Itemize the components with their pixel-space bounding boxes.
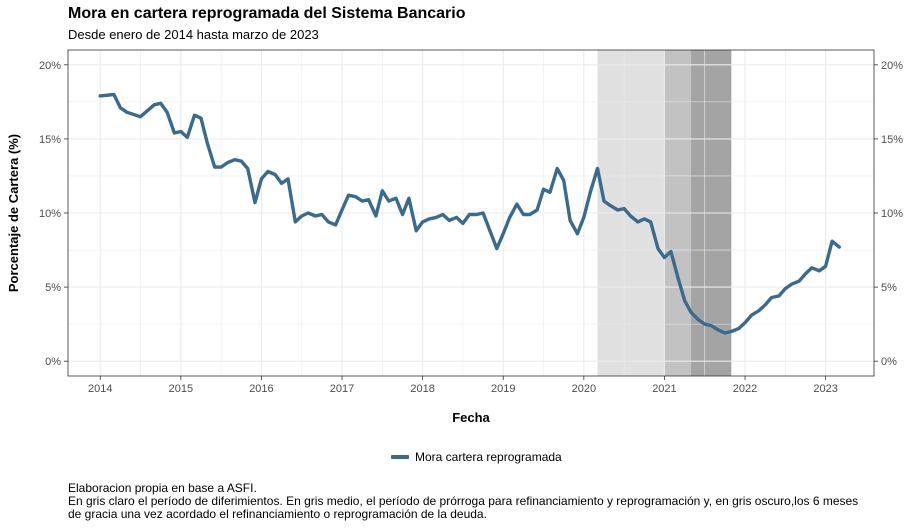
footnote-note-line1: En gris claro el período de diferimiento… <box>68 494 859 508</box>
x-tick-label: 2014 <box>88 383 112 395</box>
x-tick-label: 2015 <box>169 383 193 395</box>
y-tick-label-right: 20% <box>881 60 903 72</box>
chart-title: Mora en cartera reprogramada del Sistema… <box>68 5 466 22</box>
legend: Mora cartera reprogramada <box>391 450 562 464</box>
x-tick-label: 2017 <box>330 383 354 395</box>
y-tick-label-right: 15% <box>881 134 903 146</box>
x-tick-label: 2023 <box>813 383 837 395</box>
footnote-source: Elaboracion propia en base a ASFI. <box>68 481 257 495</box>
x-tick-label: 2020 <box>572 383 596 395</box>
footnote: Elaboracion propia en base a ASFI. En gr… <box>68 482 908 521</box>
line-chart: 2014 2015 2016 2017 2018 2019 2020 2021 2022 2023… <box>6 49 903 425</box>
legend-label: Mora cartera reprogramada <box>415 450 562 464</box>
y-tick-label: 5% <box>45 282 61 294</box>
x-tick-label: 2018 <box>410 383 434 395</box>
x-tick-label: 2021 <box>652 383 676 395</box>
y-tick-label-right: 0% <box>881 356 897 368</box>
chart-subtitle: Desde enero de 2014 hasta marzo de 2023 <box>68 27 319 42</box>
y-tick-label-right: 5% <box>881 282 897 294</box>
series-line-mora-reprogramada <box>98 92 841 335</box>
y-tick-label: 15% <box>39 134 61 146</box>
y-axis-label: Porcentaje de Cartera (%) <box>6 134 21 292</box>
y-tick-label: 0% <box>45 356 61 368</box>
y-tick-label: 20% <box>39 60 61 72</box>
x-axis-label: Fecha <box>452 410 490 425</box>
y-tick-label-right: 10% <box>881 208 903 220</box>
footnote-note-line2: de gracia una vez acordado el refinancia… <box>68 507 487 521</box>
y-tick-label: 10% <box>39 208 61 220</box>
x-tick-label: 2016 <box>249 383 273 395</box>
x-tick-label: 2019 <box>491 383 515 395</box>
x-tick-label: 2022 <box>733 383 757 395</box>
legend-line-key <box>391 455 409 459</box>
